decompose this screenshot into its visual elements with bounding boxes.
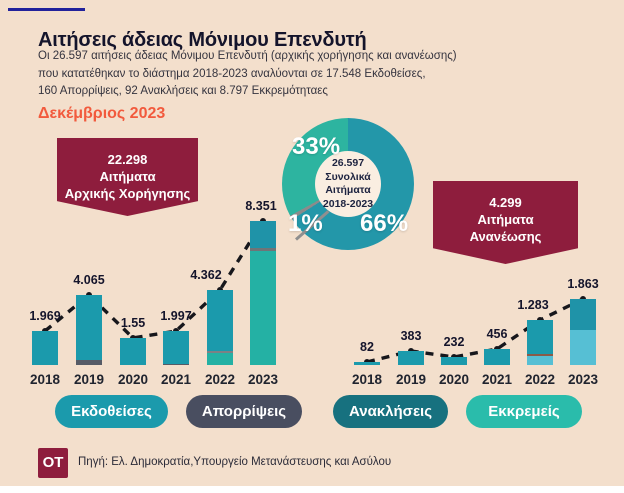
bar-renewals-2022 <box>527 320 553 365</box>
bar-value-label: 4.065 <box>73 273 105 287</box>
bar-segment <box>250 251 276 365</box>
callout-renewals: 4.299 Αιτήματα Ανανέωσης <box>433 181 578 264</box>
bottom-strip <box>0 486 624 493</box>
page-title: Αιτήσεις άδειας Μόνιμου Επενδυτή <box>38 29 367 52</box>
bar-initial-grants-2022 <box>207 290 233 365</box>
bar-segment <box>527 354 553 356</box>
bar-value-label: 1.283 <box>517 298 549 312</box>
bar-initial-grants-2018 <box>32 331 58 365</box>
bar-initial-grants-2020 <box>120 338 146 365</box>
bar-segment <box>163 331 189 364</box>
donut-label-1pct: 1% <box>288 210 323 237</box>
bar-segment <box>207 351 233 353</box>
bar-segment <box>250 248 276 251</box>
donut-center-line2: Συνολικά <box>325 170 371 183</box>
legend-pending-button[interactable]: Εκκρεμείς <box>466 395 582 428</box>
donut-center-line4: 2018-2023 <box>322 197 374 210</box>
bar-value-label: 383 <box>400 329 422 343</box>
bar-segment <box>441 357 467 365</box>
accent-line <box>8 8 85 11</box>
bar-value-label: 232 <box>443 335 465 349</box>
bar-segment <box>163 364 189 365</box>
callout-initial-grants: 22.298 Αιτήματα Αρχικής Χορήγησης <box>57 138 198 216</box>
source-text: Πηγή: Ελ. Δημοκρατία,Υπουργείο Μετανάστε… <box>78 456 392 468</box>
bar-initial-grants-2021 <box>163 331 189 365</box>
bar-value-label: 1.969 <box>29 309 61 323</box>
donut-label-33pct: 33% <box>292 133 341 160</box>
x-axis-label: 2021 <box>481 372 513 387</box>
x-axis-label: 2018 <box>29 372 61 387</box>
date-label: Δεκέμβριος 2023 <box>38 105 166 122</box>
bar-value-label: 1.863 <box>567 277 599 291</box>
x-axis-label: 2019 <box>73 372 105 387</box>
bar-value-label: 1.997 <box>160 309 192 323</box>
donut-center-total: 26.597 <box>331 157 365 169</box>
bar-segment <box>570 330 596 365</box>
bar-segment <box>527 356 553 365</box>
subtitle-line-2: που κατατέθηκαν το διάστημα 2018-2023 αν… <box>38 67 426 80</box>
x-axis-label: 2022 <box>204 372 236 387</box>
x-axis-label: 2018 <box>351 372 383 387</box>
bar-value-label: 82 <box>360 340 374 354</box>
bar-segment <box>527 320 553 354</box>
x-axis-label: 2023 <box>567 372 599 387</box>
bar-value-label: 8.351 <box>245 199 277 213</box>
legend-rejected-button[interactable]: Απορρίψεις <box>186 395 302 428</box>
x-axis-label: 2019 <box>395 372 427 387</box>
bar-renewals-2020 <box>441 357 467 365</box>
bar-segment <box>570 299 596 330</box>
bar-segment <box>76 295 102 360</box>
bar-renewals-2021 <box>484 349 510 365</box>
x-axis-label: 2020 <box>117 372 149 387</box>
x-axis-label: 2020 <box>438 372 470 387</box>
bar-segment <box>207 290 233 351</box>
bar-segment <box>250 221 276 248</box>
donut-center: 26.597 Συνολικά Αιτήματα 2018-2023 <box>315 151 381 217</box>
bar-value-label: 1.55 <box>120 316 146 330</box>
legend-issued-button[interactable]: Εκδοθείσες <box>55 395 168 428</box>
subtitle: Οι 26.597 αιτήσεις άδειας Μόνιμου Επενδυ… <box>38 48 598 101</box>
x-axis-label: 2023 <box>247 372 279 387</box>
legend-revoked-button[interactable]: Ανακλήσεις <box>333 395 448 428</box>
bar-initial-grants-2019 <box>76 295 102 365</box>
donut-center-line3: Αιτήματα <box>325 184 371 196</box>
bar-segment <box>120 338 146 365</box>
bar-segment <box>354 362 380 365</box>
callout-initial-line3: Αρχικής Χορήγησης <box>64 186 191 201</box>
callout-initial-line2: Αιτήματα <box>99 169 156 184</box>
callout-renewal-line2: Αιτήματα <box>477 212 534 227</box>
x-axis-label: 2021 <box>160 372 192 387</box>
bar-segment <box>484 349 510 365</box>
subtitle-line-3: 160 Απορρίψεις, 92 Ανακλήσεις και 8.797 … <box>38 85 328 97</box>
bar-renewals-2023 <box>570 299 596 365</box>
x-axis-label: 2022 <box>524 372 556 387</box>
bar-segment <box>207 353 233 365</box>
bar-renewals-2019 <box>398 351 424 365</box>
donut-label-66pct: 66% <box>360 210 409 237</box>
bar-segment <box>398 351 424 365</box>
callout-renewal-line3: Ανανέωσης <box>469 229 542 244</box>
subtitle-line-1: Οι 26.597 αιτήσεις άδειας Μόνιμου Επενδυ… <box>38 50 457 62</box>
bar-value-label: 456 <box>486 327 508 341</box>
bar-segment <box>76 360 102 365</box>
callout-renewal-value: 4.299 <box>489 195 522 210</box>
bar-initial-grants-2023 <box>250 221 276 365</box>
bar-segment <box>32 331 58 365</box>
bar-renewals-2018 <box>354 362 380 365</box>
bar-value-label: 4.362 <box>190 268 222 282</box>
ot-logo: OT <box>38 448 68 478</box>
callout-initial-value: 22.298 <box>107 152 148 167</box>
